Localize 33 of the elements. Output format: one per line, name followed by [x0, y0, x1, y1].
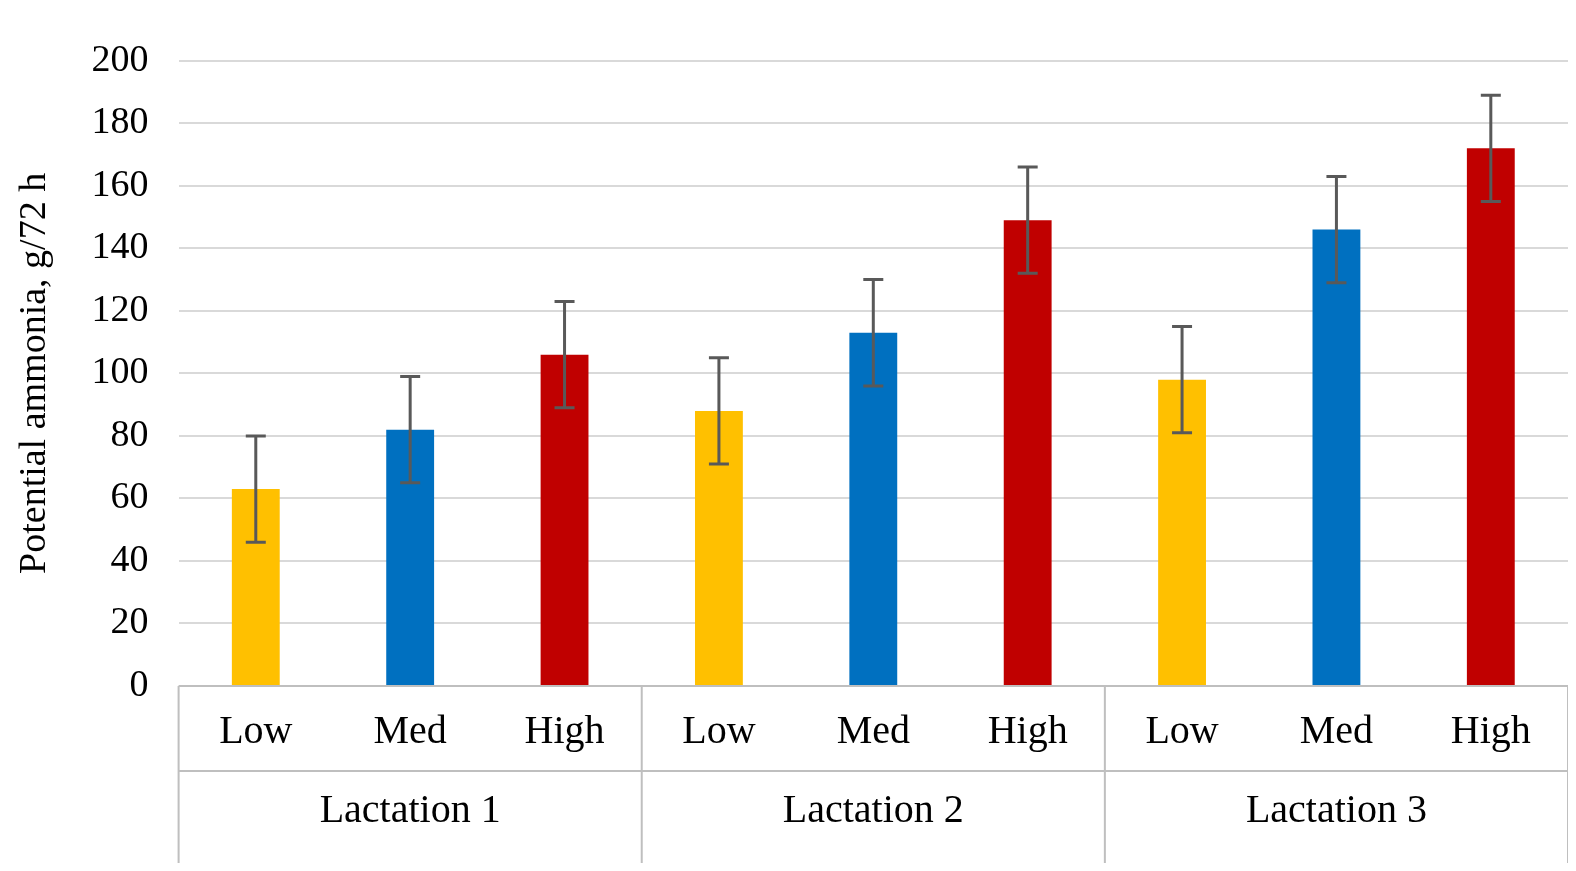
- x-tick-label: Med: [373, 706, 447, 752]
- text: Lactation 3: [1245, 785, 1427, 831]
- y-tick-label: 140: [91, 224, 149, 267]
- x-tick-label: High: [1450, 706, 1531, 752]
- bar: [540, 354, 589, 685]
- x-tick-label: Low: [682, 706, 756, 752]
- x-tick-label: Med: [836, 706, 910, 752]
- x-tick-label: Med: [1299, 706, 1374, 752]
- bar: [231, 489, 280, 685]
- x-tick-label: Low: [219, 706, 293, 752]
- y-tick-label: 20: [110, 599, 149, 642]
- x-tick-label: Low: [1145, 706, 1219, 752]
- bar: [1466, 148, 1515, 685]
- y-tick-label: 0: [129, 661, 149, 704]
- x-tick-label: High: [524, 706, 605, 752]
- y-tick-label: 40: [110, 536, 149, 579]
- y-tick-label: 160: [91, 161, 149, 204]
- y-tick-label: 100: [91, 349, 149, 392]
- y-tick-label: 180: [91, 99, 149, 142]
- x-tick-label: High: [987, 706, 1068, 752]
- bar: [1158, 379, 1206, 685]
- y-axis-title: Potential ammonia, g/72 h: [10, 172, 53, 574]
- text: Lactation 1: [319, 785, 501, 831]
- bar: [849, 332, 898, 685]
- y-tick-label: 60: [110, 474, 149, 517]
- bar: [1312, 229, 1361, 685]
- y-tick-label: 200: [91, 36, 149, 79]
- y-tick-label: 120: [91, 286, 149, 329]
- bar: [694, 410, 743, 685]
- bar: [386, 429, 435, 685]
- y-tick-label: 80: [110, 411, 149, 454]
- text: Lactation 2: [782, 785, 964, 831]
- bar: [1003, 220, 1052, 685]
